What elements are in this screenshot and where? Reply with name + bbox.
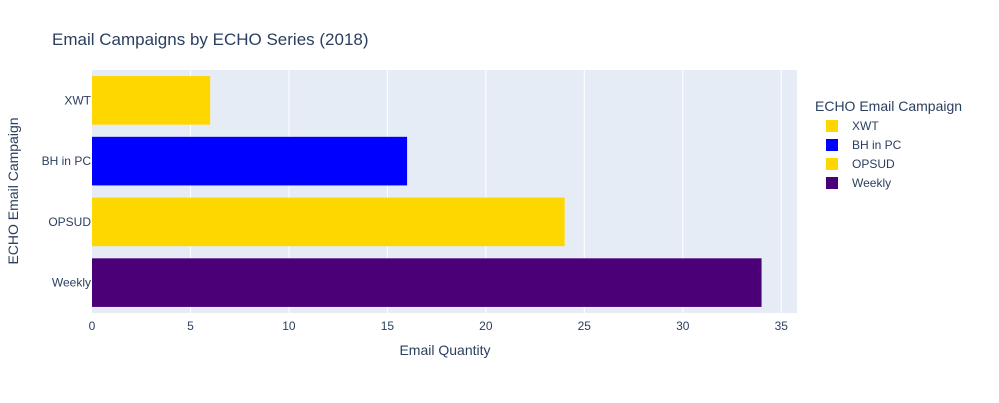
legend-items: XWT BH in PC OPSUD Weekly xyxy=(826,119,902,190)
y-tick-label-bh-in-pc: BH in PC xyxy=(42,154,92,168)
x-tick-label-30: 30 xyxy=(676,319,690,333)
x-tick-label-10: 10 xyxy=(282,319,296,333)
legend-swatch-xwt[interactable] xyxy=(826,120,838,132)
y-tick-label-xwt: XWT xyxy=(64,93,91,107)
chart-title: Email Campaigns by ECHO Series (2018) xyxy=(52,30,369,49)
bar-bh-in-pc xyxy=(92,136,408,186)
bars xyxy=(92,76,762,307)
bar-weekly xyxy=(92,258,762,307)
legend-label-weekly[interactable]: Weekly xyxy=(852,176,891,190)
x-tick-label-15: 15 xyxy=(381,319,395,333)
x-tick-label-5: 5 xyxy=(187,319,194,333)
x-tick-label-25: 25 xyxy=(578,319,592,333)
legend-swatch-opsud[interactable] xyxy=(826,158,838,170)
x-tick-label-0: 0 xyxy=(89,319,96,333)
y-tick-label-opsud: OPSUD xyxy=(48,215,91,229)
legend-swatch-bh-in-pc[interactable] xyxy=(826,139,838,151)
legend-title: ECHO Email Campaign xyxy=(815,98,962,114)
legend-swatch-weekly[interactable] xyxy=(826,177,838,189)
y-tick-label-weekly: Weekly xyxy=(52,276,91,290)
legend: ECHO Email Campaign XWT BH in PC OPSUD Week… xyxy=(815,98,962,190)
legend-label-bh-in-pc[interactable]: BH in PC xyxy=(852,138,902,152)
x-tick-label-35: 35 xyxy=(775,319,789,333)
bar-opsud xyxy=(92,197,565,247)
x-axis-title: Email Quantity xyxy=(399,342,490,358)
y-axis-ticks: XWT BH in PC OPSUD Weekly xyxy=(42,93,92,289)
x-tick-label-20: 20 xyxy=(479,319,493,333)
x-axis-ticks: 0 5 10 15 20 25 30 35 xyxy=(89,319,789,333)
legend-label-opsud[interactable]: OPSUD xyxy=(852,157,895,171)
legend-label-xwt[interactable]: XWT xyxy=(852,119,879,133)
bar-xwt xyxy=(92,76,211,125)
y-axis-title: ECHO Email Campaign xyxy=(5,117,21,264)
